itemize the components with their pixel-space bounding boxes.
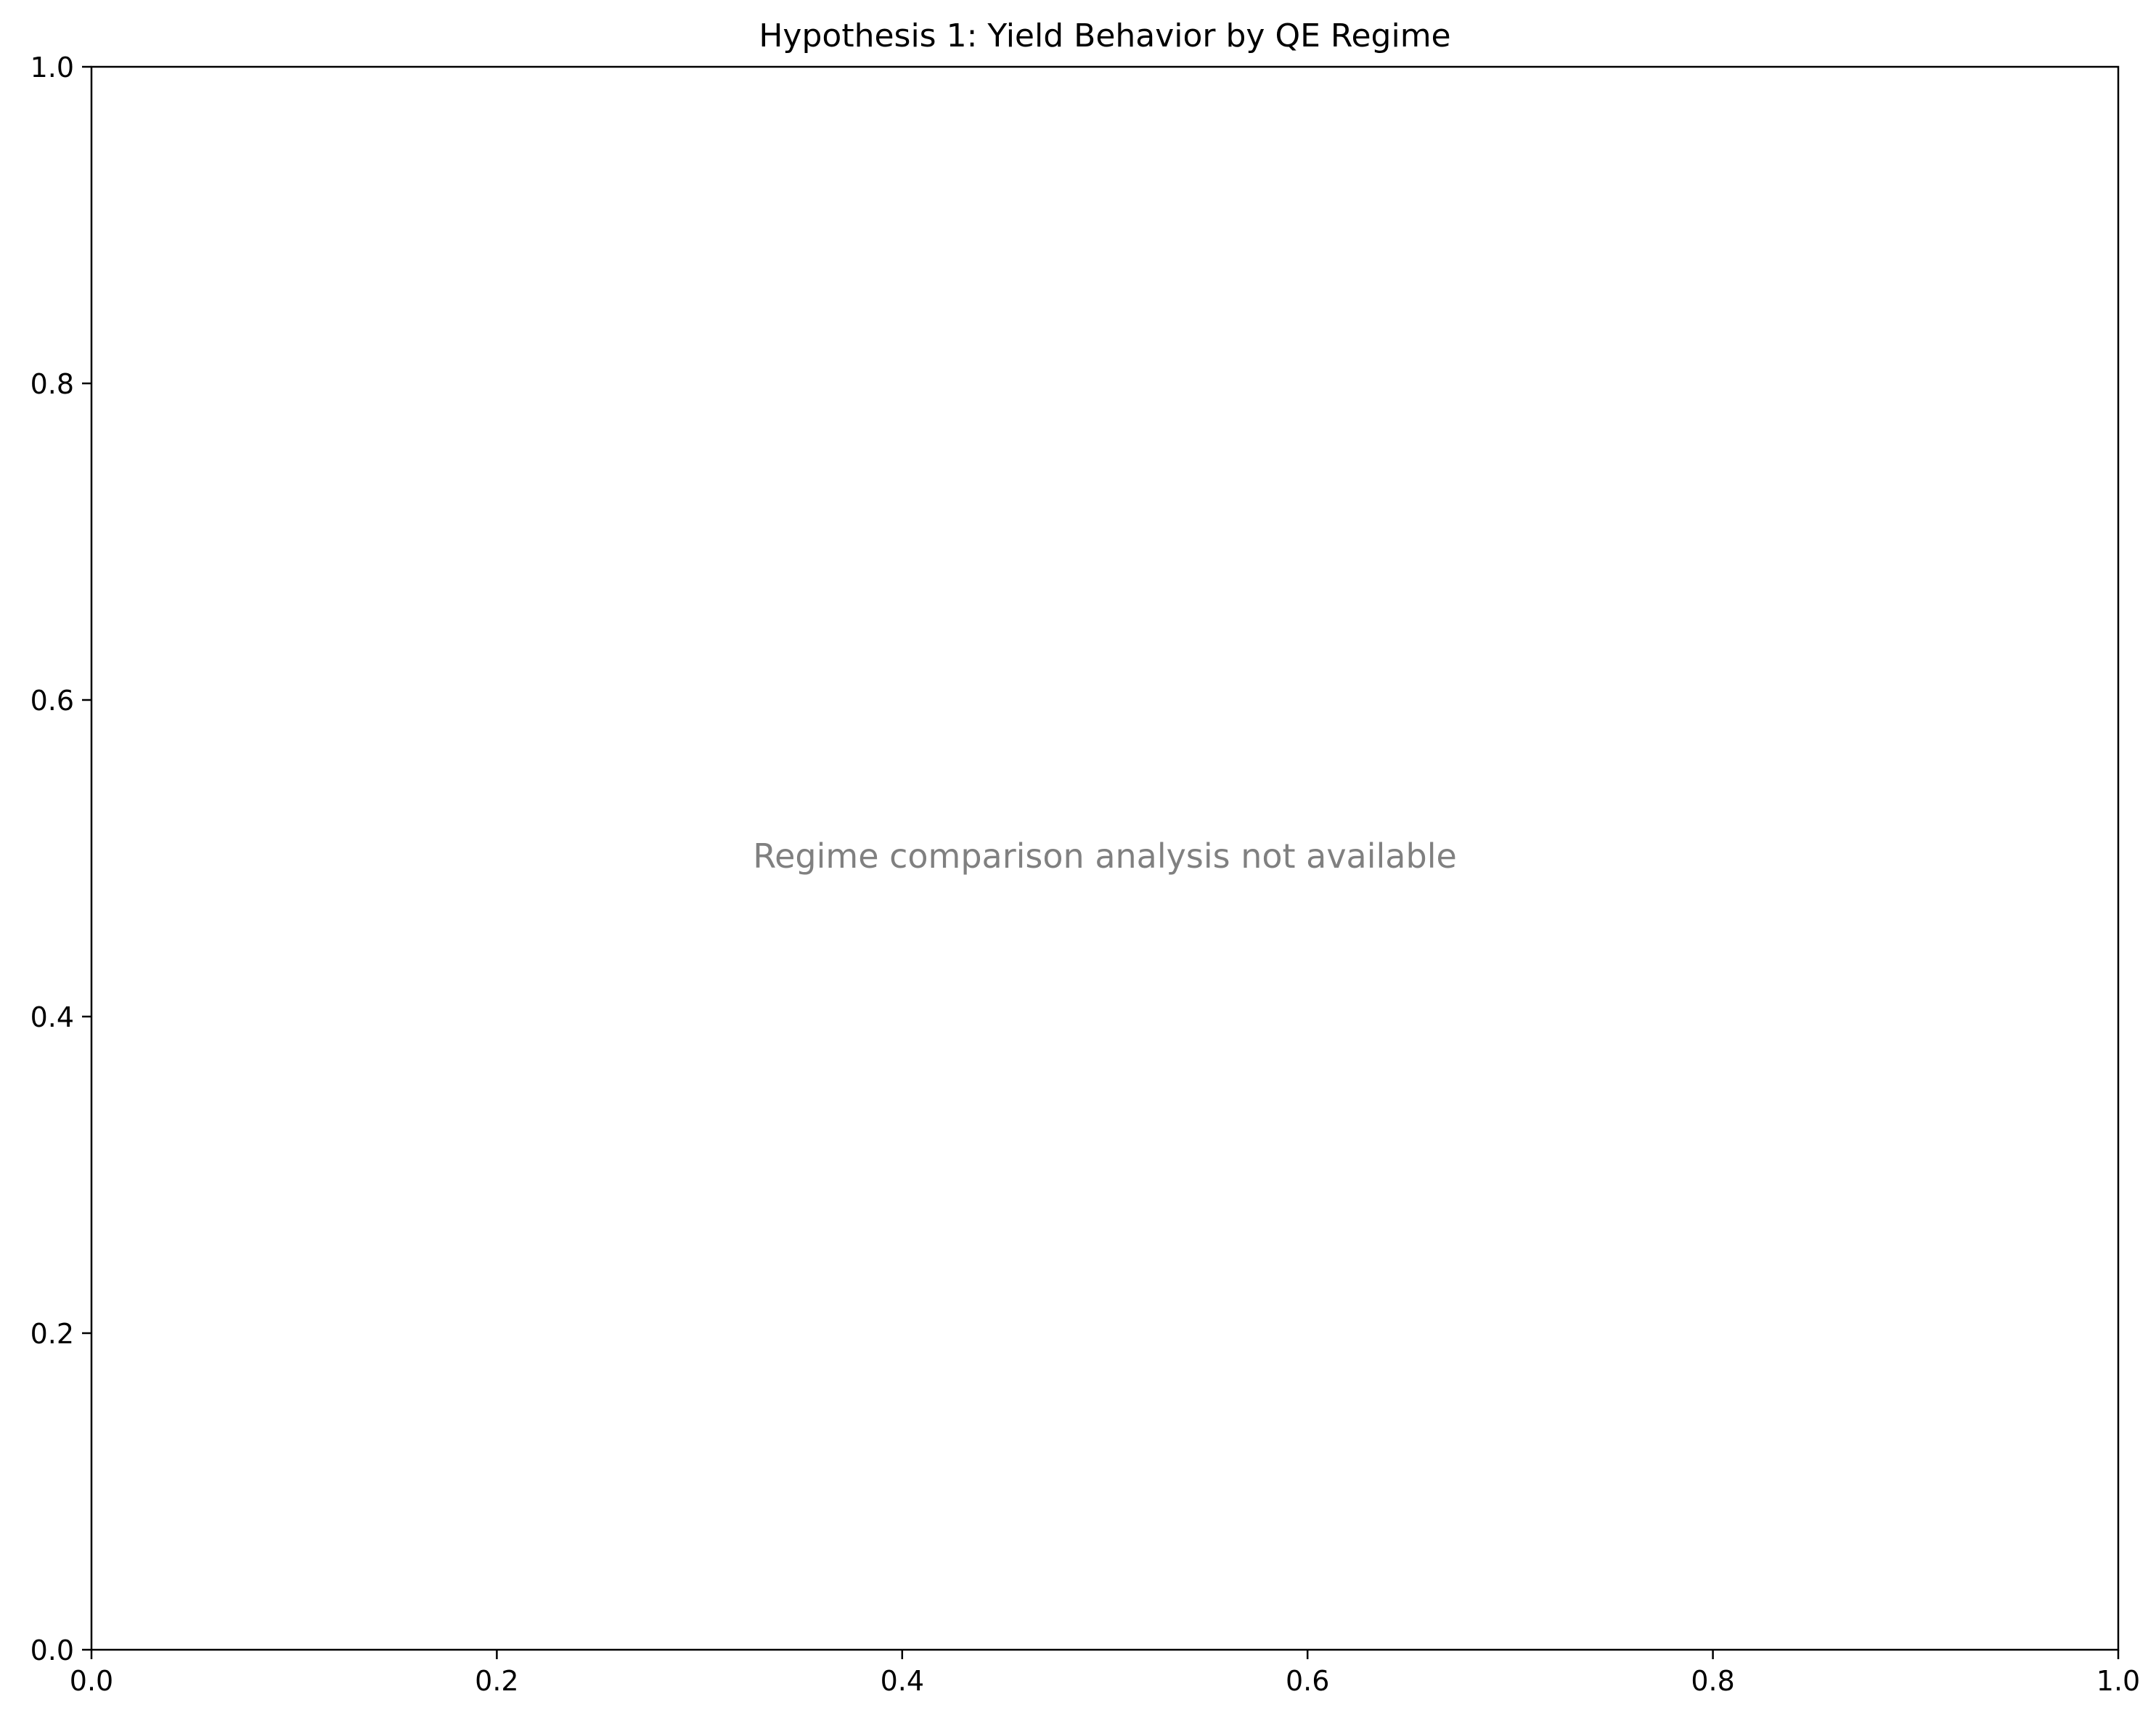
- chart-title: Hypothesis 1: Yield Behavior by QE Regim…: [759, 17, 1450, 54]
- y-tick-label: 0.8: [30, 368, 74, 400]
- x-tick-label: 0.4: [881, 1665, 924, 1697]
- plot-area: 0.0 0.2 0.4 0.6 0.8 1.0 0.0 0.2 0.4 0.6 0.8 1.0: [30, 52, 2141, 1697]
- x-tick-label: 1.0: [2096, 1665, 2140, 1697]
- y-tick-label: 0.2: [30, 1318, 74, 1350]
- no-data-annotation: Regime comparison analysis not available: [753, 836, 1457, 876]
- axes-frame: [90, 65, 2120, 1651]
- y-tick-label: 0.0: [30, 1634, 74, 1666]
- y-tick-label: 0.4: [30, 1001, 74, 1033]
- x-tick-label: 0.2: [475, 1665, 518, 1697]
- x-tick-label: 0.8: [1691, 1665, 1734, 1697]
- y-tick-label: 1.0: [30, 52, 74, 84]
- x-tick-label: 0.6: [1286, 1665, 1329, 1697]
- y-tick-label: 0.6: [30, 685, 74, 717]
- x-tick-label: 0.0: [70, 1665, 113, 1697]
